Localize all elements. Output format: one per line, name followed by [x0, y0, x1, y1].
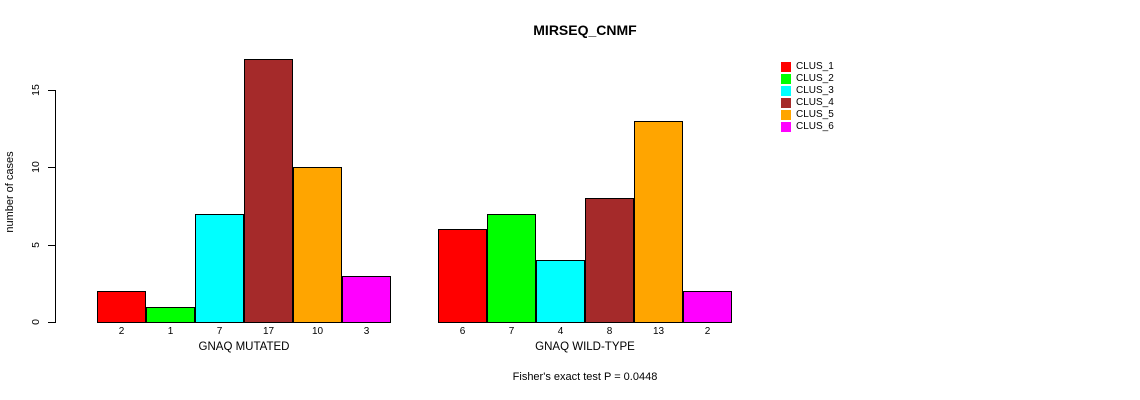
legend-row: CLUS_6	[781, 121, 834, 133]
bar-value-label: 10	[311, 326, 324, 337]
legend-label: CLUS_3	[796, 85, 834, 96]
fisher-test-annotation: Fisher's exact test P = 0.0448	[512, 371, 658, 383]
bar-clus_2	[487, 213, 536, 323]
bar-value-label: 17	[262, 326, 275, 337]
chart-title: MIRSEQ_CNMF	[533, 22, 637, 38]
y-tick-mark	[48, 89, 55, 91]
bar-value-label: 2	[118, 326, 125, 337]
y-tick-mark	[48, 244, 55, 246]
legend-label: CLUS_2	[796, 73, 834, 84]
legend-label: CLUS_5	[796, 109, 834, 120]
legend-color-swatch	[781, 86, 791, 96]
bar-value-label: 4	[557, 326, 564, 337]
bar-value-label: 7	[216, 326, 223, 337]
legend-row: CLUS_2	[781, 73, 834, 85]
bar-clus_6	[342, 275, 391, 323]
y-axis-line	[55, 89, 56, 323]
bar-clus_4	[585, 198, 634, 323]
legend-row: CLUS_5	[781, 109, 834, 121]
bar-clus_3	[195, 213, 244, 323]
legend-label: CLUS_4	[796, 97, 834, 108]
bar-value-label: 2	[704, 326, 711, 337]
y-tick-mark	[48, 322, 55, 323]
y-tick-label: 15	[30, 84, 42, 96]
x-axis-group-label: GNAQ WILD-TYPE	[535, 341, 635, 353]
legend-label: CLUS_1	[796, 61, 834, 72]
legend-row: CLUS_4	[781, 97, 834, 109]
bar-value-label: 1	[167, 326, 174, 337]
bar-clus_6	[683, 291, 732, 323]
bar-value-label: 13	[652, 326, 665, 337]
legend-color-swatch	[781, 62, 791, 72]
bar-clus_5	[634, 120, 683, 323]
y-tick-label: 10	[30, 161, 42, 174]
y-axis-label: number of cases	[4, 151, 16, 233]
bar-clus_2	[146, 306, 195, 323]
bar-value-label: 7	[508, 326, 515, 337]
y-tick-label: 5	[30, 241, 42, 248]
legend: CLUS_1 CLUS_2 CLUS_3 CLUS_4 CLUS_5 CLUS_6	[781, 61, 834, 133]
legend-label: CLUS_6	[796, 121, 834, 132]
y-tick-label: 0	[30, 319, 42, 325]
bar-value-label: 6	[459, 326, 466, 337]
bar-clus_1	[97, 291, 146, 323]
bar-value-label: 3	[363, 326, 370, 337]
x-axis-group-label: GNAQ MUTATED	[198, 341, 290, 353]
y-tick-mark	[48, 167, 55, 169]
bar-clus_5	[293, 167, 342, 323]
bar-clus_4	[244, 59, 293, 323]
legend-color-swatch	[781, 122, 791, 132]
bar-value-label: 8	[606, 326, 613, 337]
legend-row: CLUS_1	[781, 61, 834, 73]
bar-clus_3	[536, 260, 585, 323]
legend-color-swatch	[781, 74, 791, 84]
legend-color-swatch	[781, 110, 791, 120]
bar-clus_1	[438, 229, 487, 323]
legend-row: CLUS_3	[781, 85, 834, 97]
legend-color-swatch	[781, 98, 791, 108]
